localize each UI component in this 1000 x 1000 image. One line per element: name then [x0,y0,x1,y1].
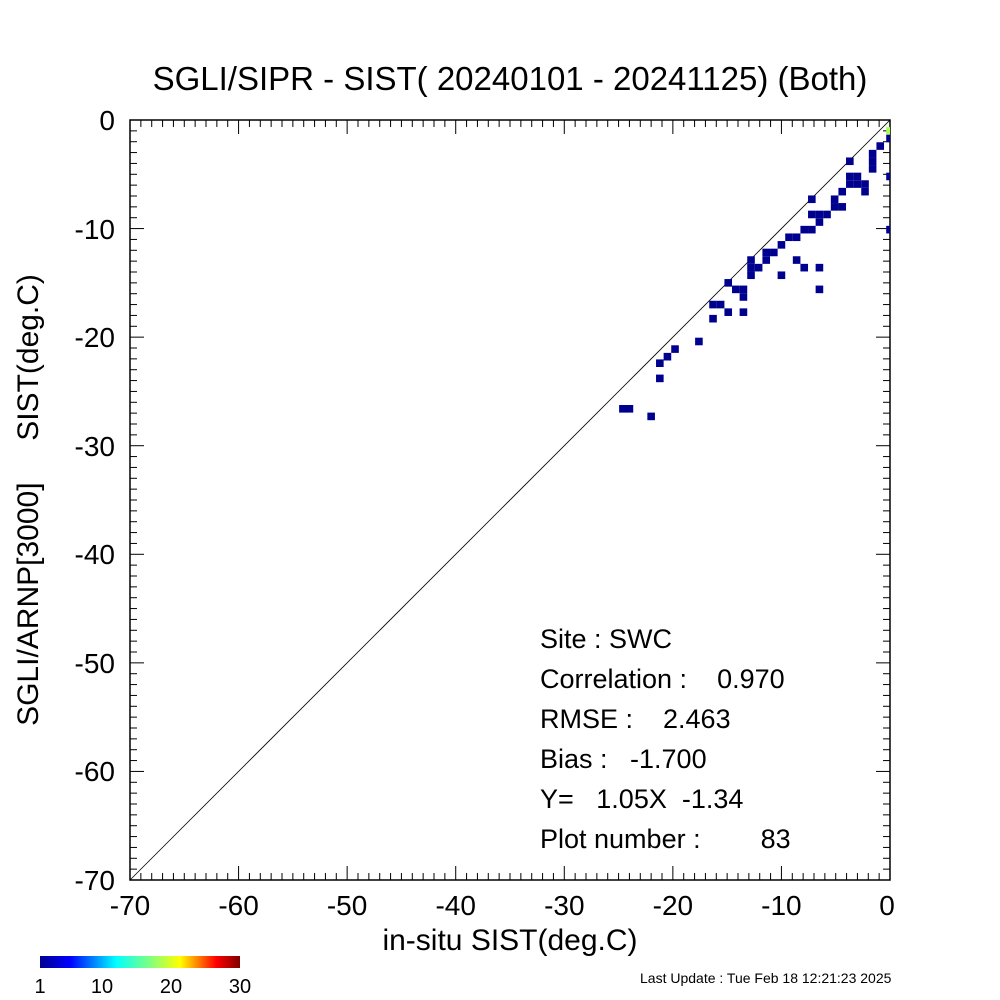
data-cell [647,412,655,421]
data-cells [619,127,890,421]
x-tick-label: -40 [435,890,475,921]
data-cell [770,248,778,257]
data-cell [815,218,824,226]
x-tick-label: -10 [761,890,801,921]
y-tick-label: -50 [75,648,115,679]
data-cell [815,285,824,294]
y-tick-labels: 0 -10 -20 -30 -40 -50 -60 -70 [75,105,115,896]
colorbar-tick-label: 30 [229,976,251,998]
data-cell [663,352,672,361]
data-cell [785,233,793,242]
data-cell [800,225,809,234]
x-tick-label: -60 [218,890,258,921]
data-cell [709,300,717,309]
data-cell [792,233,801,242]
data-cell [747,263,755,272]
data-cell [868,157,877,166]
data-cell [671,345,679,353]
data-cell [724,279,733,287]
x-tick-label: -30 [544,890,584,921]
data-cell [876,142,885,150]
data-cell [815,263,824,272]
major-ticks [129,119,891,881]
colorbar-tick-labels: 1 10 20 30 [34,976,251,998]
stat-rmse: RMSE : 2.463 [540,704,731,734]
last-update-text: Last Update : Tue Feb 18 12:21:23 2025 [640,970,892,986]
data-cell [656,359,664,367]
data-cell [732,285,740,294]
data-cell [868,165,877,173]
data-cell [853,172,862,181]
y-tick-label: -30 [75,431,115,462]
x-axis-label: in-situ SIST(deg.C) [382,924,637,957]
y-tick-label: -70 [75,865,115,896]
one-to-one-line [129,119,891,881]
colorbar-tick-label: 1 [34,976,45,998]
data-cell [792,256,801,264]
data-cell [838,203,847,211]
data-cell [619,405,627,413]
x-tick-labels: -70 -60 -50 -40 -30 -20 -10 0 [110,890,895,921]
stat-bias: Bias : -1.700 [540,744,707,774]
y-tick-label: -40 [75,539,115,570]
data-cell [739,293,748,301]
data-cell [846,172,854,181]
data-cell [886,127,890,135]
x-tick-label: -50 [327,890,367,921]
y-tick-label: 0 [99,105,115,136]
minor-ticks [130,120,890,880]
data-cell [853,180,862,188]
data-cell [808,195,816,204]
colorbar-tick-label: 20 [160,976,182,998]
data-cell [656,374,664,383]
stat-site: Site : SWC [540,624,672,654]
stat-plot-number: Plot number : 83 [540,824,791,854]
data-cell [625,405,634,413]
chart-title: SGLI/SIPR - SIST( 20240101 - 20241125) (… [153,60,868,97]
y-tick-label: -10 [75,214,115,245]
data-cell [815,210,824,219]
y-axis-label: SGLI/ARNP[3000] SIST(deg.C) [12,274,45,726]
data-cell [861,180,869,188]
colorbar [40,956,240,968]
data-cell [724,308,733,316]
stat-regression: Y= 1.05X -1.34 [540,784,743,814]
data-cell [800,263,809,272]
data-cell [747,256,755,264]
x-tick-label: 0 [879,890,895,921]
data-cell [777,271,786,280]
data-cell [716,300,725,309]
x-tick-label: -20 [653,890,693,921]
data-cell [830,195,839,204]
data-cell [747,271,755,280]
data-cell [846,157,854,166]
data-cell [762,256,771,264]
data-cell [777,241,786,249]
data-cell [838,187,847,196]
data-cell [846,180,854,188]
data-cell [739,285,748,294]
data-cell [762,248,771,257]
y-tick-label: -20 [75,322,115,353]
data-cell [808,210,816,219]
colorbar-tick-label: 10 [91,976,113,998]
data-cell [830,203,839,211]
data-cell [823,210,831,219]
data-cell [808,225,816,234]
data-cell [695,337,703,346]
data-cell [739,308,748,316]
data-cell [886,172,890,181]
y-tick-label: -60 [75,756,115,787]
x-tick-label: -70 [110,890,150,921]
data-cell [754,263,763,272]
data-cell [886,225,890,234]
data-cell [709,314,717,323]
stat-correlation: Correlation : 0.970 [540,664,785,694]
data-cell [861,187,869,196]
stats-panel: Site : SWC Correlation : 0.970 RMSE : 2.… [540,624,791,854]
data-cell [886,134,890,143]
data-cell [868,149,877,158]
